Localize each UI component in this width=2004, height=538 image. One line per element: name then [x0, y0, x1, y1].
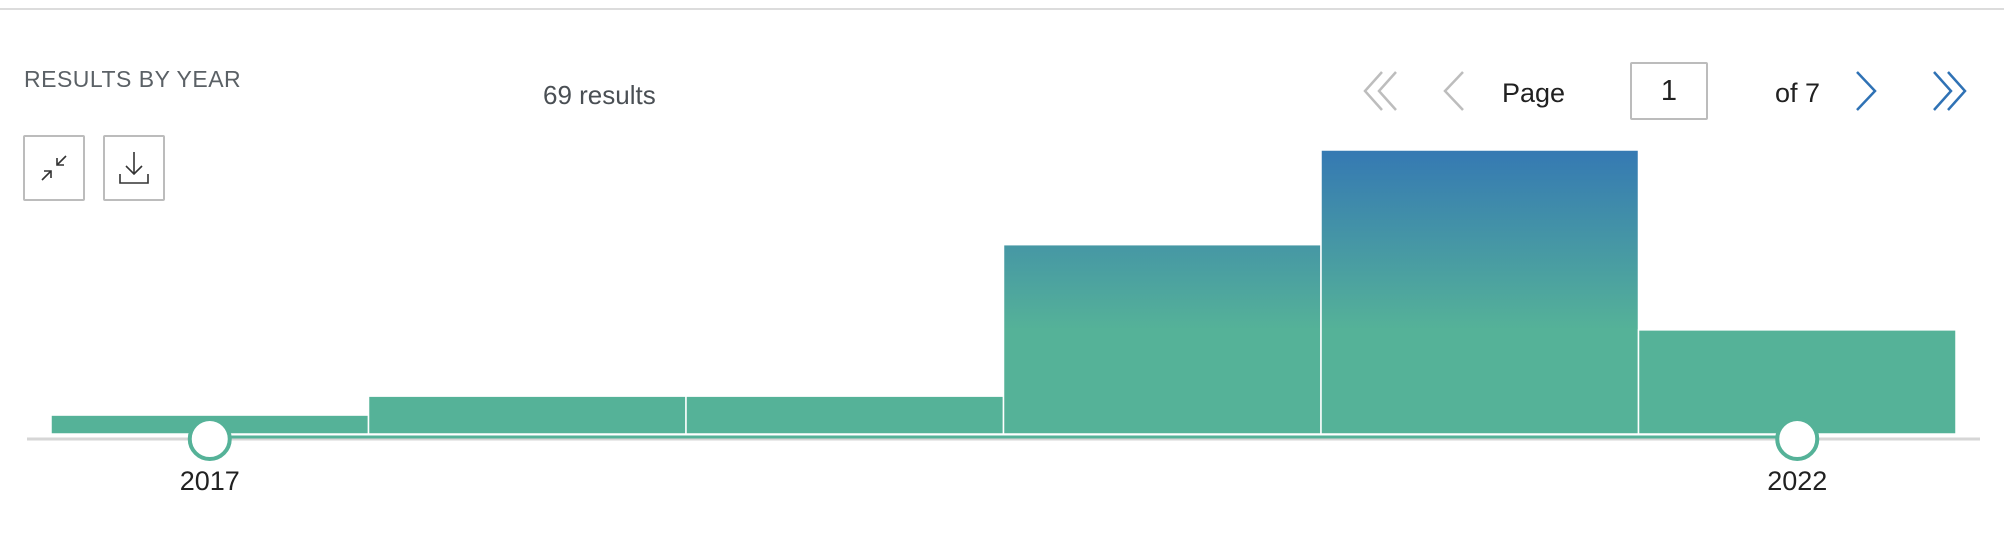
year-bar-2021[interactable]	[1320, 149, 1640, 435]
year-bar-2019[interactable]	[685, 395, 1005, 435]
next-page-button[interactable]	[1844, 66, 1888, 116]
collapse-chart-button[interactable]	[23, 135, 85, 201]
previous-page-button[interactable]	[1432, 66, 1476, 116]
last-page-button[interactable]	[1926, 66, 1970, 116]
download-chart-button[interactable]	[103, 135, 165, 201]
page-label: Page	[1502, 78, 1566, 108]
page-number-input[interactable]	[1630, 62, 1708, 120]
first-page-button[interactable]	[1360, 66, 1404, 116]
section-title: RESULTS BY YEAR	[24, 66, 242, 92]
range-end-handle[interactable]	[1775, 417, 1820, 461]
download-icon	[119, 152, 149, 184]
total-pages-label: of 7	[1775, 78, 1821, 108]
results-count: 69 results	[543, 80, 656, 110]
double-chevron-left-icon	[1363, 71, 1397, 111]
pagination: Page of 7	[1360, 60, 1980, 124]
year-bar-2018[interactable]	[367, 395, 687, 435]
year-bar-2020[interactable]	[1002, 243, 1322, 435]
top-divider	[0, 8, 2004, 10]
double-chevron-right-icon	[1933, 71, 1967, 111]
range-start-handle[interactable]	[187, 417, 232, 461]
collapse-arrows-icon	[41, 155, 67, 181]
year-bar-2022[interactable]	[1637, 329, 1957, 435]
chevron-right-icon	[1856, 71, 1877, 111]
range-start-year: 2017	[179, 466, 240, 496]
chevron-left-icon	[1443, 71, 1464, 111]
range-end-year: 2022	[1767, 466, 1828, 496]
